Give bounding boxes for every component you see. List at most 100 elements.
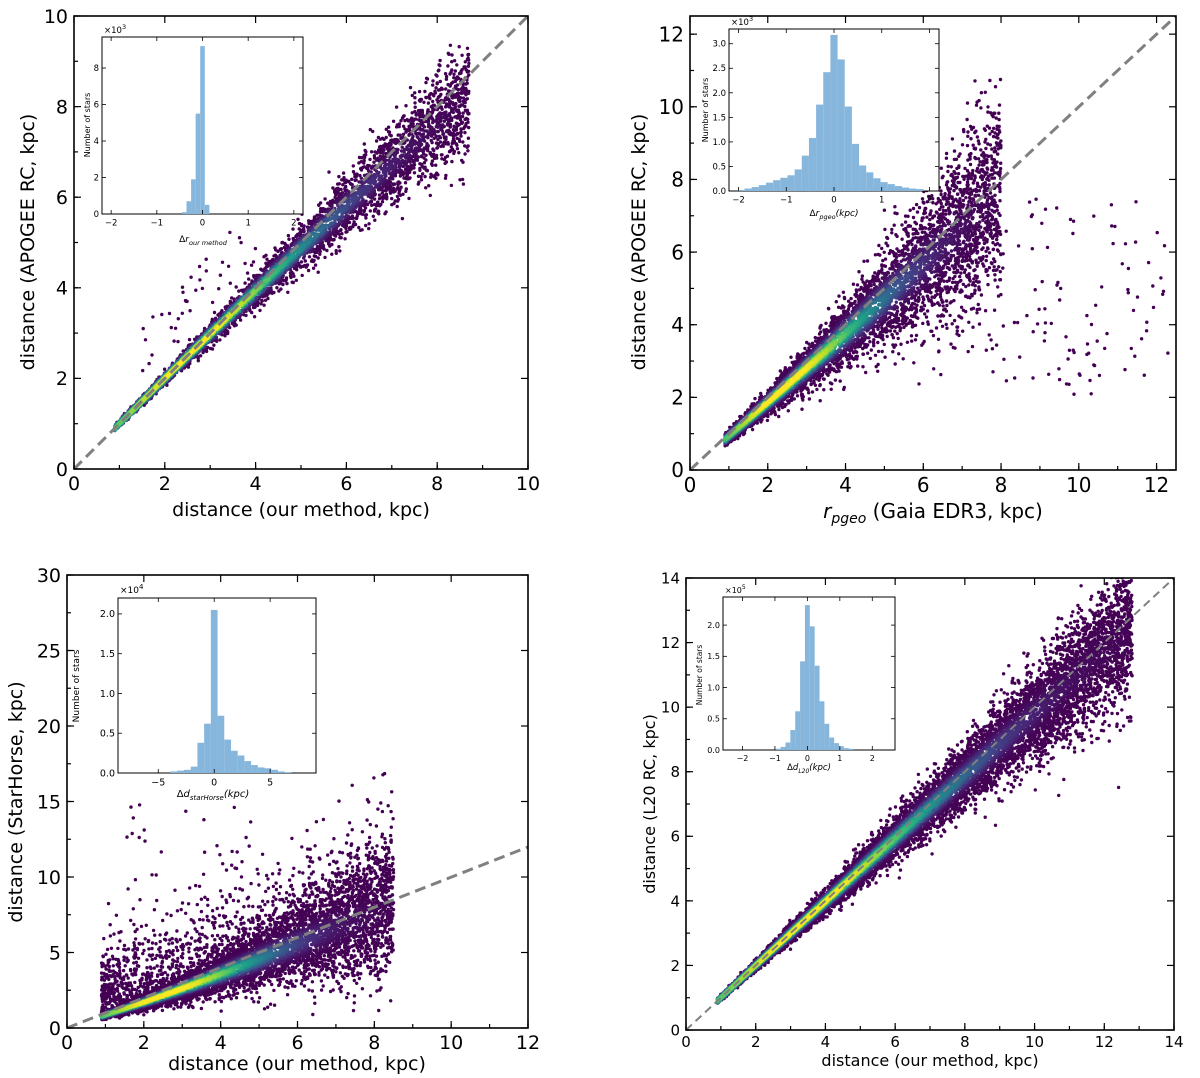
scatter-point xyxy=(414,117,418,121)
scatter-point xyxy=(357,225,361,230)
scatter-point xyxy=(413,142,417,146)
scatter-point xyxy=(410,111,414,115)
scatter-point xyxy=(183,298,188,303)
scatter-point xyxy=(230,321,234,326)
scatter-point xyxy=(443,105,448,109)
scatter-point xyxy=(182,349,186,353)
scatter-point xyxy=(369,150,374,154)
scatter-point xyxy=(314,247,318,251)
scatter-point xyxy=(243,261,247,266)
scatter-point xyxy=(457,104,461,108)
scatter-point xyxy=(423,89,427,94)
scatter-point xyxy=(418,166,422,171)
scatter-point xyxy=(310,258,314,262)
scatter-point xyxy=(431,174,436,178)
scatter-point xyxy=(386,125,391,129)
scatter-point xyxy=(432,103,436,108)
scatter-point xyxy=(219,310,223,315)
scatter-point xyxy=(260,298,264,303)
scatter-point xyxy=(338,235,342,240)
scatter-point xyxy=(448,84,452,88)
scatter-point xyxy=(366,166,370,170)
scatter-point xyxy=(436,69,440,73)
scatter-point xyxy=(448,43,453,47)
scatter-point xyxy=(367,222,371,226)
scatter-point xyxy=(409,163,413,167)
scatter-point xyxy=(413,91,417,95)
scatter-point xyxy=(279,247,284,251)
scatter-point xyxy=(388,144,392,148)
scatter-point xyxy=(444,129,449,134)
scatter-point xyxy=(343,237,347,241)
scatter-point xyxy=(382,148,386,152)
scatter-point xyxy=(464,121,468,126)
scatter-point xyxy=(434,86,438,90)
scatter-point xyxy=(288,274,293,278)
scatter-point xyxy=(397,122,402,126)
scatter-point xyxy=(298,264,302,268)
scatter-point xyxy=(218,273,223,277)
scatter-point xyxy=(299,260,304,264)
scatter-point xyxy=(455,147,460,151)
scatter-point xyxy=(259,302,263,306)
scatter-point xyxy=(395,194,400,199)
scatter-point xyxy=(463,108,468,113)
scatter-point xyxy=(303,259,307,263)
scatter-point xyxy=(465,46,470,50)
scatter-point xyxy=(431,147,435,151)
scatter-point xyxy=(313,263,318,267)
scatter-point xyxy=(317,203,321,207)
scatter-point xyxy=(228,281,232,285)
scatter-point xyxy=(141,326,145,331)
scatter-point xyxy=(176,339,180,344)
scatter-point xyxy=(351,222,356,227)
scatter-point xyxy=(466,144,470,148)
scatter-point xyxy=(160,312,164,317)
scatter-point xyxy=(325,248,329,253)
scatter-point xyxy=(403,167,408,171)
scatter-point xyxy=(399,119,403,123)
scatter-point xyxy=(467,2,470,5)
scatter-point xyxy=(313,234,317,238)
scatter-point xyxy=(188,309,192,313)
scatter-point xyxy=(464,82,468,86)
scatter-point xyxy=(452,59,457,63)
scatter-point xyxy=(290,280,294,284)
scatter-point xyxy=(452,124,456,129)
scatter-point xyxy=(368,209,372,213)
scatter-point xyxy=(459,127,463,131)
scatter-point xyxy=(408,85,413,90)
scatter-point xyxy=(339,187,343,192)
scatter-point xyxy=(435,146,439,150)
scatter-point xyxy=(364,150,368,154)
scatter-point xyxy=(194,288,198,292)
scatter-point xyxy=(387,176,392,180)
scatter-point xyxy=(338,249,342,253)
scatter-point xyxy=(237,289,241,293)
scatter-point xyxy=(352,220,356,224)
scatter-point xyxy=(461,99,465,104)
scatter-point xyxy=(419,178,424,182)
scatter-point xyxy=(200,286,205,291)
scatter-point xyxy=(403,181,408,185)
scatter-point xyxy=(377,174,382,178)
scatter-point xyxy=(434,125,438,129)
scatter-point xyxy=(169,325,173,330)
scatter-point xyxy=(404,130,408,134)
scatter-point xyxy=(397,124,401,129)
scatter-point xyxy=(431,83,435,87)
scatter-point xyxy=(444,77,449,81)
scatter-point xyxy=(463,152,467,156)
scatter-point xyxy=(364,223,368,228)
scatter-point xyxy=(141,368,145,373)
scatter-point xyxy=(312,254,316,258)
scatter-point xyxy=(422,156,426,160)
scatter-point xyxy=(390,196,394,201)
scatter-point xyxy=(294,278,298,282)
scatter-point xyxy=(429,138,433,143)
scatter-point xyxy=(466,136,471,140)
scatter-point xyxy=(354,174,359,179)
scatter-point xyxy=(381,170,386,174)
scatter-point xyxy=(376,209,381,213)
scatter-point xyxy=(459,71,463,75)
